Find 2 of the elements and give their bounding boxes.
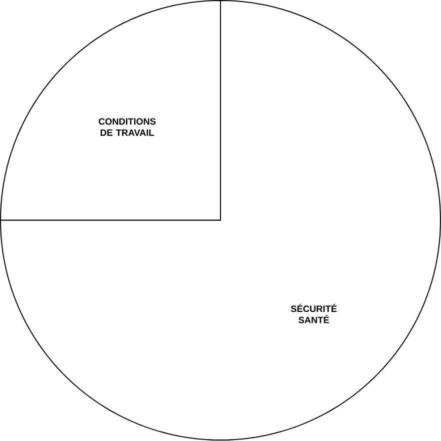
slice-label: SÉCURITÉ SANTÉ	[290, 304, 337, 324]
slice-label: CONDITIONS DE TRAVAIL	[98, 118, 156, 136]
